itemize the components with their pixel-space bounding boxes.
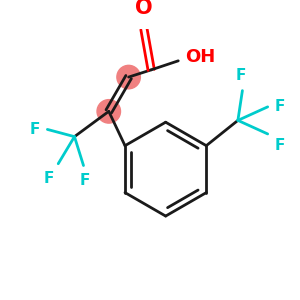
Text: F: F bbox=[80, 173, 91, 188]
Text: F: F bbox=[236, 68, 246, 83]
Circle shape bbox=[117, 65, 140, 89]
Circle shape bbox=[97, 100, 121, 123]
Text: F: F bbox=[275, 138, 285, 153]
Text: F: F bbox=[43, 171, 54, 186]
Text: OH: OH bbox=[185, 48, 216, 66]
Text: F: F bbox=[30, 122, 40, 137]
Text: F: F bbox=[275, 99, 285, 114]
Text: O: O bbox=[135, 0, 153, 18]
